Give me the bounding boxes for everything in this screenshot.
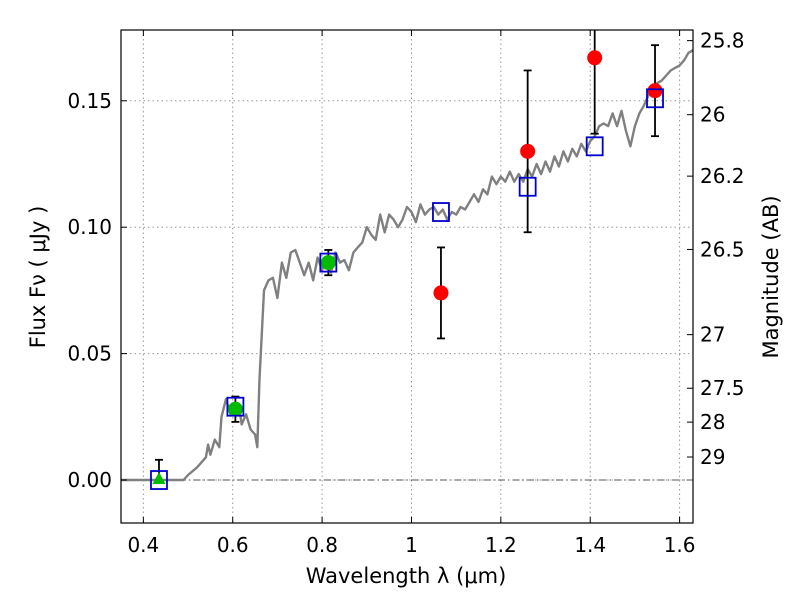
y2-tick-label: 27.5 bbox=[700, 376, 745, 400]
nir-measurement-point bbox=[433, 285, 449, 301]
nir-measurement-point bbox=[647, 83, 663, 99]
grid-lines bbox=[121, 30, 693, 523]
y-tick-label: 0.05 bbox=[67, 342, 112, 366]
x-tick-label: 0.6 bbox=[217, 533, 249, 557]
x-tick-label: 0.8 bbox=[306, 533, 338, 557]
x-axis-title: Wavelength λ (μm) bbox=[306, 564, 507, 588]
nir-measurement-point bbox=[520, 143, 536, 159]
y-tick-label: 0.15 bbox=[67, 89, 112, 113]
nir-measurement-point bbox=[587, 50, 603, 66]
y2-tick-label: 28 bbox=[700, 410, 725, 434]
optical-detection-point bbox=[227, 401, 243, 417]
model-band-square bbox=[646, 88, 664, 109]
x-tick-label: 1.6 bbox=[664, 533, 696, 557]
x-tick-label: 1 bbox=[405, 533, 418, 557]
model-band-square bbox=[585, 136, 604, 157]
y2-tick-label: 29 bbox=[700, 445, 725, 469]
model-band-square bbox=[319, 252, 338, 273]
y2-tick-label: 26.2 bbox=[700, 164, 745, 188]
y-tick-label: 0.00 bbox=[67, 468, 112, 492]
y2-axis-title: Magnitude (AB) bbox=[759, 195, 783, 358]
model-band-square bbox=[226, 396, 245, 417]
plot-frame bbox=[120, 29, 694, 524]
y2-tick-label: 26.5 bbox=[700, 237, 745, 261]
model-band-square bbox=[432, 202, 450, 222]
upper-limit-triangle bbox=[152, 472, 166, 485]
model-band-square bbox=[150, 470, 168, 490]
axis-ticks: 0.4 0.6 0.8 1 1.2 1.4 1.6 0.00 0.05 0.10 0.15 25.8 2… bbox=[67, 29, 744, 557]
y2-tick-label: 27 bbox=[700, 323, 725, 347]
y2-tick-label: 26 bbox=[700, 103, 725, 127]
x-tick-label: 1.4 bbox=[574, 533, 606, 557]
x-tick-label: 1.2 bbox=[485, 533, 517, 557]
y-axis-title: Flux Fν ( μJy ) bbox=[26, 206, 50, 349]
plot-layer bbox=[121, 30, 693, 490]
optical-detection-point bbox=[320, 255, 336, 271]
y2-tick-label: 25.8 bbox=[700, 29, 745, 53]
y-tick-label: 0.10 bbox=[67, 215, 112, 239]
model-band-square bbox=[518, 176, 537, 197]
x-tick-label: 0.4 bbox=[127, 533, 159, 557]
